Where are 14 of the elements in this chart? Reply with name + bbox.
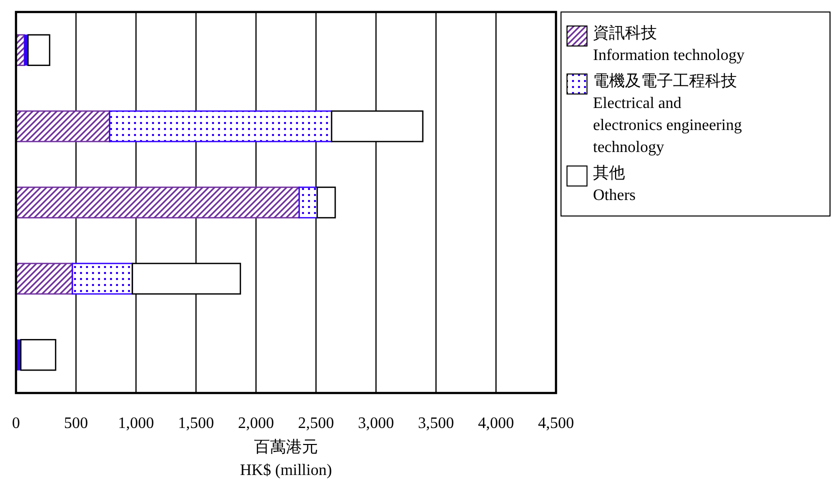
- x-tick-label: 500: [64, 415, 88, 432]
- legend-label: 其他 Others: [593, 164, 636, 204]
- x-tick-label: 1,000: [118, 415, 154, 432]
- x-tick-label: 2,500: [298, 415, 334, 432]
- x-tick-label: 4,500: [538, 415, 574, 432]
- x-tick-label: 0: [12, 415, 20, 432]
- x-tick-label: 3,000: [358, 415, 394, 432]
- legend-label: 電機及電子工程科技 Electrical and electronics engineering technology: [593, 72, 742, 156]
- x-tick-label: 4,000: [478, 415, 514, 432]
- x-axis-title: 百萬港元 HK$ (million): [240, 438, 332, 479]
- legend-label: 資訊科技 Information technology: [593, 24, 745, 64]
- x-tick-label: 3,500: [418, 415, 454, 432]
- x-tick-label: 2,000: [238, 415, 274, 432]
- x-tick-label: 1,500: [178, 415, 214, 432]
